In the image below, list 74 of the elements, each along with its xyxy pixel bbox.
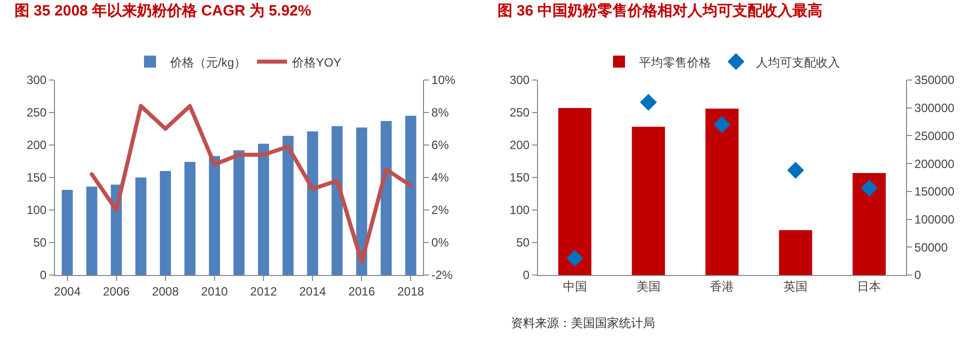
y2-tick-label: 300000: [914, 101, 955, 116]
y-tick-label: 250: [510, 106, 530, 120]
x-tick-label: 中国: [562, 279, 587, 294]
y-tick-label: 300: [510, 73, 530, 88]
y-tick-label: 100: [510, 203, 530, 218]
bar: [307, 131, 318, 275]
y2-tick-label: 150000: [914, 184, 955, 199]
x-tick-label: 英国: [784, 279, 808, 294]
y-tick-label: 0: [40, 268, 47, 282]
chart-title: 图 35 2008 年以来奶粉价格 CAGR 为 5.92%: [14, 2, 312, 20]
x-tick-label: 2008: [152, 284, 180, 298]
x-tick-label: 美国: [636, 279, 660, 294]
y-tick-label: 50: [33, 236, 47, 250]
bar: [405, 116, 416, 275]
point: [860, 180, 878, 197]
bar: [558, 108, 592, 275]
x-tick-label: 2010: [201, 284, 228, 298]
y-tick-label: 250: [26, 106, 47, 120]
x-tick-label: 日本: [857, 279, 882, 294]
bar: [62, 190, 73, 275]
y-tick-label: 300: [26, 73, 47, 88]
bar: [233, 150, 245, 275]
y2-tick-label: 200000: [914, 156, 955, 171]
y2-tick-label: 10%: [431, 73, 456, 88]
y-tick-label: 100: [26, 203, 47, 218]
y-tick-label: 0: [522, 268, 530, 282]
bar: [184, 162, 196, 275]
bar: [852, 172, 886, 275]
y2-tick-label: 4%: [431, 170, 450, 185]
bar: [160, 171, 171, 275]
bar: [282, 136, 294, 275]
y2-tick-label: 8%: [431, 106, 450, 120]
line-series: [90, 104, 413, 264]
bar: [208, 156, 220, 275]
legend-label: 价格（元/kg）: [169, 55, 246, 70]
bar: [356, 127, 368, 275]
bar: [258, 144, 270, 275]
x-tick-label: 2012: [250, 284, 278, 298]
x-tick-label: 香港: [710, 279, 734, 294]
y2-tick-label: 100000: [914, 212, 955, 226]
y2-tick-label: 350000: [914, 73, 955, 88]
y-tick-label: 50: [516, 236, 530, 250]
bar: [705, 108, 739, 275]
text: 资料来源：美国国家统计局: [511, 316, 655, 330]
bar: [86, 186, 98, 275]
x-tick-label: 2018: [397, 284, 424, 298]
chart-title: 图 36 中国奶粉零售价格相对人均可支配收入最高: [497, 2, 823, 20]
point: [787, 162, 804, 179]
point: [566, 250, 584, 267]
y2-tick-label: 2%: [431, 203, 450, 218]
bar: [380, 120, 392, 275]
x-tick-label: 2006: [102, 284, 130, 298]
y2-tick-label: -2%: [431, 268, 454, 282]
point: [714, 116, 730, 134]
y2-tick-label: 0: [914, 268, 922, 282]
y2-tick-label: 50000: [914, 240, 948, 254]
bar: [779, 230, 812, 275]
y-tick-label: 200: [26, 138, 47, 152]
legend-label: 平均零售价格: [639, 55, 711, 70]
x-tick-label: 2004: [54, 284, 81, 298]
x-tick-label: 2016: [348, 284, 376, 298]
x-tick-label: 2014: [299, 284, 326, 298]
bar: [332, 126, 343, 275]
legend-label: 人均可支配收入: [756, 55, 840, 70]
y-tick-label: 150: [26, 170, 47, 185]
y2-tick-label: 6%: [431, 138, 450, 152]
y-tick-label: 150: [510, 170, 530, 185]
point: [640, 94, 657, 111]
legend-label: 价格YOY: [291, 55, 342, 70]
y2-tick-label: 0%: [431, 236, 450, 250]
y2-tick-label: 250000: [914, 128, 955, 143]
y-tick-label: 200: [510, 138, 530, 152]
bar: [632, 126, 665, 275]
bar: [135, 178, 146, 275]
